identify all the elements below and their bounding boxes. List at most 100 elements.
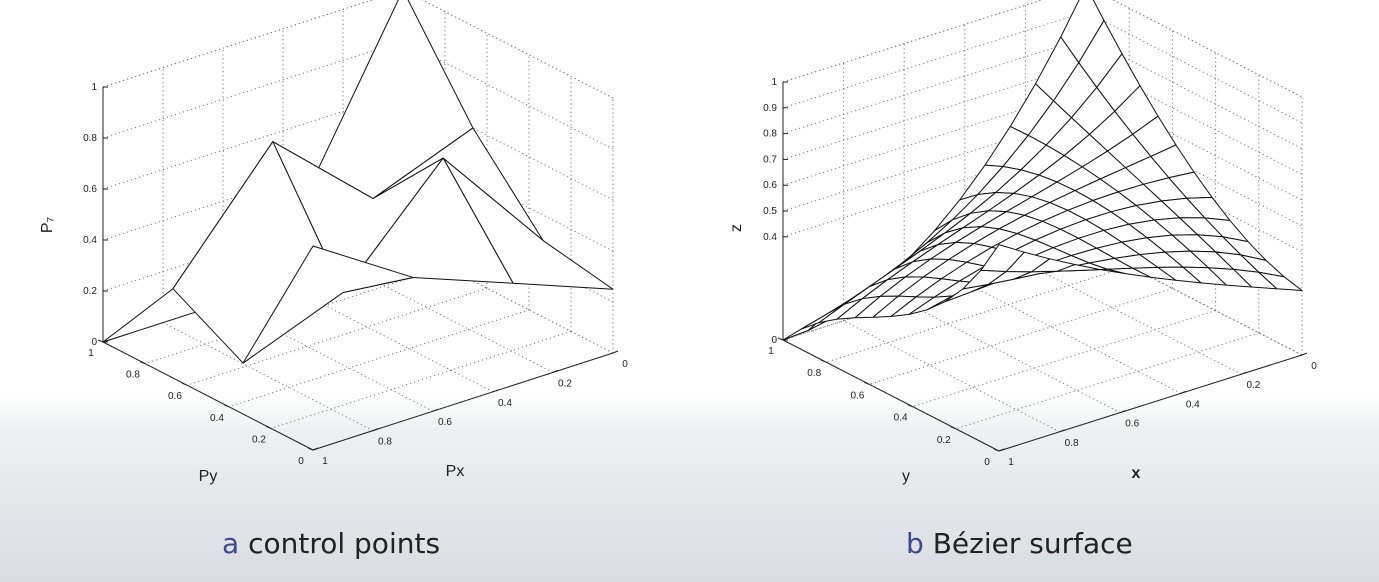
chart-a-z-tick-label: 1	[91, 82, 97, 93]
chart-a-y-tick-label: 0.8	[126, 370, 140, 381]
chart-a-x-tick	[312, 447, 319, 451]
chart-b-grid-floor-y	[782, 243, 1087, 341]
chart-b-grid-floor-x	[903, 301, 1121, 414]
chart-b-surface-patch	[980, 244, 1025, 272]
chart-a-y-tick-label: 0	[298, 456, 304, 467]
chart-b-zlabel: z	[728, 224, 745, 232]
chart-b-grid-z	[782, 11, 1303, 124]
chart-a-axes	[97, 86, 619, 451]
chart-b-z-tick-label: 0.6	[763, 180, 777, 191]
chart-a-grid-floor-x	[342, 263, 554, 373]
chart-b-grid-floor-y	[955, 332, 1259, 430]
chart-b-z-tick-label: 0.4	[763, 232, 777, 243]
chart-a-grid-floor-y	[270, 330, 572, 429]
chart-b-grid-floor-x	[964, 281, 1182, 394]
chart-b-grid-floor-y	[869, 287, 1173, 385]
caption-a-letter: a	[222, 527, 240, 560]
chart-b-grid-z	[782, 62, 1303, 175]
chart-a-x-tick-label: 1	[322, 456, 328, 467]
chart-b-y-tick	[821, 359, 827, 363]
chart-b-y-tick	[950, 426, 956, 430]
chart-a-z-tick-label: 0.2	[83, 286, 97, 297]
chart-b-grid-floor-x	[1025, 262, 1242, 375]
caption-a-text: control points	[248, 527, 441, 560]
caption-a: a control points	[222, 527, 440, 560]
chart-a-control-points: 00.20.40.60.8100.20.40.60.8100.20.40.60.…	[39, 0, 628, 485]
chart-b-xlabel: x	[1132, 465, 1141, 482]
chart-b-x-tick	[1180, 390, 1186, 394]
chart-b-grid-z	[782, 88, 1303, 201]
chart-a-y-tick	[307, 447, 314, 451]
chart-b-z-tick-label: 0.8	[763, 129, 777, 140]
chart-a-grid-z	[102, 0, 614, 99]
caption-b-text: Bézier surface	[932, 527, 1133, 560]
chart-b-grid-floor-x	[843, 320, 1060, 433]
chart-a-x-tick	[432, 408, 439, 412]
chart-b-axes	[777, 81, 1308, 452]
chart-a-x-tick-label: 0.6	[438, 417, 452, 428]
chart-a-x-tick	[552, 369, 559, 373]
chart-a-y-axis-line	[102, 341, 314, 451]
chart-a-zlabel: P₇	[39, 217, 56, 233]
caption-b-letter: b	[906, 527, 924, 560]
chart-b-x-tick	[1241, 371, 1247, 375]
chart-b-z-tick-label: 1	[771, 77, 777, 88]
chart-b-x-tick-label: 0.2	[1246, 380, 1260, 391]
chart-b-y-tick-label: 0.4	[894, 413, 908, 424]
chart-a-y-tick-label: 0.4	[210, 413, 224, 424]
chart-a-surface-patch	[242, 245, 414, 364]
chart-a-x-tick-label: 0.8	[378, 437, 392, 448]
chart-a-y-tick	[97, 339, 104, 343]
chart-b-x-tick-label: 0.6	[1125, 419, 1139, 430]
chart-a-z-tick-label: 0.6	[83, 184, 97, 195]
chart-a-y-tick-label: 0.2	[252, 434, 266, 445]
chart-b-x-tick	[1120, 410, 1126, 414]
chart-a-y-tick-label: 1	[88, 348, 94, 359]
chart-b-grid-floor-y	[826, 265, 1130, 363]
chart-b-x-tick	[1059, 429, 1065, 433]
chart-b-y-tick	[993, 448, 1000, 452]
chart-b-grid-z	[782, 114, 1303, 227]
chart-a-z-tick-label: 0.8	[83, 133, 97, 144]
chart-a-y-tick	[139, 361, 146, 365]
chart-b-bezier-surface: 00.20.40.60.8100.20.40.60.8100.40.50.60.…	[728, 0, 1317, 485]
chart-a-grid-floor-x	[222, 302, 434, 412]
chart-b-y-tick	[864, 381, 870, 385]
chart-a-x-tick-label: 0	[622, 359, 628, 370]
chart-a-ylabel: Py	[199, 468, 218, 485]
chart-b-x-tick-label: 0.8	[1065, 438, 1079, 449]
chart-b-y-tick-label: 0.2	[937, 435, 951, 446]
chart-b-z-tick-label: 0.9	[763, 103, 777, 114]
chart-b-x-tick-label: 0	[1311, 361, 1317, 372]
chart-b-y-tick-label: 0	[984, 457, 990, 468]
chart-b-ticks: 00.20.40.60.8100.20.40.60.8100.40.50.60.…	[763, 77, 1317, 468]
chart-a-grid-floor-x	[162, 322, 374, 432]
chart-b-z-tick-label: 0.7	[763, 154, 777, 165]
chart-a-surface	[102, 0, 614, 364]
chart-a-z-tick-label: 0.4	[83, 235, 97, 246]
chart-a-y-tick-label: 0.6	[168, 391, 182, 402]
caption-b: b Bézier surface	[906, 527, 1133, 560]
chart-b-z-tick-label: 0.5	[763, 206, 777, 217]
chart-a-grid-floor-x	[282, 283, 494, 393]
chart-b-ylabel: y	[902, 468, 910, 485]
chart-a-xlabel: Px	[446, 463, 465, 480]
chart-b-x-tick	[1301, 352, 1308, 356]
chart-b-y-axis-line	[782, 339, 1000, 452]
chart-b-grid-z	[782, 140, 1303, 253]
chart-b-x-tick	[998, 448, 1005, 452]
chart-a-ticks: 00.20.40.60.8100.20.40.60.8100.20.40.60.…	[83, 82, 628, 467]
chart-b-x-axis-line	[998, 354, 1303, 452]
chart-a-z-tick-label: 0	[91, 337, 97, 348]
chart-b-y-tick	[777, 337, 784, 341]
chart-b-grid-z	[782, 37, 1303, 150]
chart-a-x-tick-label: 0.4	[498, 398, 512, 409]
chart-a-y-tick	[181, 382, 188, 386]
chart-a-x-axis-line	[312, 352, 614, 451]
chart-b-y-tick-label: 0.8	[807, 368, 821, 379]
chart-a-x-tick-label: 0.2	[558, 378, 572, 389]
chart-b-z-tick-label: 0	[771, 335, 777, 346]
chart-a-y-tick	[223, 404, 230, 408]
chart-b-surface	[782, 0, 1303, 341]
chart-a-y-tick	[265, 425, 272, 429]
